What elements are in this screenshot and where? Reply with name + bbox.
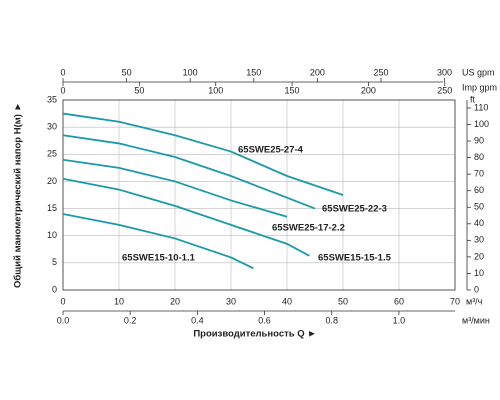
curve-label: 65SWE25-27-4	[238, 145, 304, 156]
y2-axis-unit: ft	[470, 94, 476, 104]
x-axis-unit: US gpm	[462, 67, 495, 77]
curve	[62, 213, 254, 270]
x-tick-label: 100	[183, 67, 198, 77]
x-tick-label: 0	[60, 296, 65, 306]
x-tick-label: 0.2	[124, 315, 137, 325]
y2-tick-label: 90	[474, 135, 484, 145]
y2-tick-label: 60	[474, 185, 484, 195]
x-tick-label: 1.0	[393, 315, 406, 325]
y-tick-label: 0	[52, 284, 57, 294]
y2-tick-label: 70	[474, 169, 484, 179]
y-tick-label: 5	[52, 257, 57, 267]
x-axis-title: Производительность Q ►	[193, 329, 316, 340]
x-tick-label: 200	[361, 85, 376, 95]
x-axis-unit: Imp gpm	[462, 82, 497, 92]
x-tick-label: 150	[246, 67, 261, 77]
x-tick-label: 50	[122, 67, 132, 77]
curve	[62, 134, 316, 210]
x-tick-label: 250	[437, 85, 452, 95]
x-tick-label: 40	[282, 296, 292, 306]
x-tick-label: 0.8	[325, 315, 338, 325]
x-axis-unit: м³/мин	[462, 315, 490, 325]
x-tick-label: 30	[226, 296, 236, 306]
x-tick-label: 250	[373, 67, 388, 77]
x-tick-label: 0.0	[57, 315, 70, 325]
y-tick-label: 35	[47, 94, 57, 104]
y2-tick-label: 80	[474, 152, 484, 162]
y2-tick-label: 50	[474, 202, 484, 212]
x-tick-label: 200	[310, 67, 325, 77]
x-tick-label: 20	[170, 296, 180, 306]
x-tick-label: 150	[285, 85, 300, 95]
y2-tick-label: 30	[474, 235, 484, 245]
y2-tick-label: 100	[474, 119, 489, 129]
curve-label: 65SWE15-15-1.5	[318, 253, 392, 264]
curve-label: 65SWE25-22-3	[322, 204, 387, 215]
y2-tick-label: 0	[474, 284, 479, 294]
curve-label: 65SWE15-10-1.1	[122, 253, 196, 264]
x-tick-label: 50	[134, 85, 144, 95]
x-tick-label: 70	[450, 296, 460, 306]
y-tick-label: 25	[47, 149, 57, 159]
curve	[62, 177, 310, 257]
curve-label: 65SWE25-17-2.2	[272, 223, 345, 234]
y-tick-label: 15	[47, 203, 57, 213]
x-tick-label: 0.4	[191, 315, 204, 325]
y-axis-title: Общий манометрический напор H(м) ►	[13, 102, 24, 288]
plot-frame	[62, 99, 456, 291]
x-axis-unit: м³/ч	[466, 296, 483, 306]
y-tick-label: 20	[47, 176, 57, 186]
y2-tick-label: 110	[474, 102, 488, 112]
y-tick-label: 10	[47, 230, 57, 240]
x-tick-label: 0	[60, 67, 65, 77]
x-tick-label: 0.6	[258, 315, 271, 325]
x-tick-label: 60	[394, 296, 404, 306]
y2-tick-label: 40	[474, 218, 484, 228]
x-tick-label: 0	[60, 85, 65, 95]
curve	[62, 158, 288, 218]
x-tick-label: 50	[338, 296, 348, 306]
x-tick-label: 100	[208, 85, 223, 95]
curve	[62, 112, 344, 196]
x-tick-label: 300	[437, 67, 452, 77]
x-tick-label: 10	[114, 296, 124, 306]
y-tick-label: 30	[47, 122, 57, 132]
y2-tick-label: 10	[474, 268, 484, 278]
y2-tick-label: 20	[474, 251, 484, 261]
